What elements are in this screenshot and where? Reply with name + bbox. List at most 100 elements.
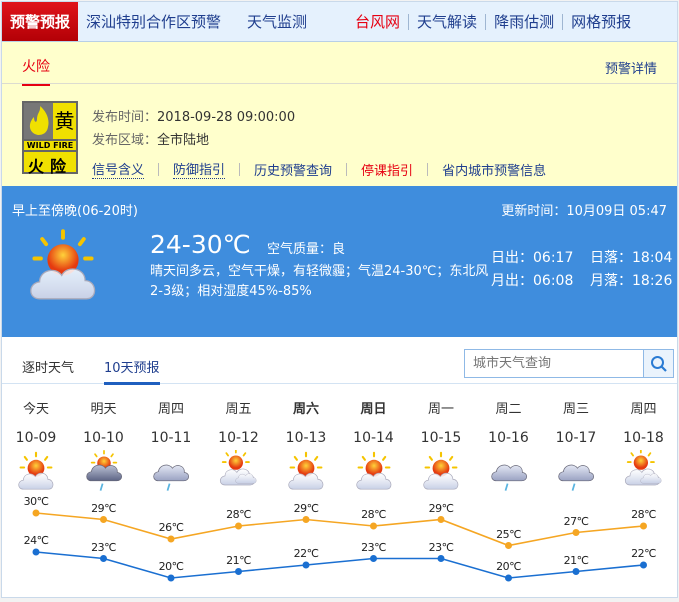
high-temp-point xyxy=(572,529,580,536)
forecast-day: 周日 10-14 xyxy=(344,398,404,492)
badge-en: WILD FIRE xyxy=(24,139,76,152)
forecast-date: 10-09 xyxy=(15,430,57,446)
ten-day-forecast: 今天 10-09 明天 10-10 周四 10-11 周五 10-12 xyxy=(2,384,677,599)
day-of-week: 周四 xyxy=(157,402,184,417)
low-temp-point xyxy=(32,548,40,556)
forecast-date: 10-12 xyxy=(218,430,259,446)
tab-hourly[interactable]: 逐时天气 xyxy=(22,361,75,376)
partly-cloudy-icon xyxy=(285,450,327,492)
high-temp-label: 30℃ xyxy=(23,495,49,508)
forecast-date: 10-13 xyxy=(285,430,327,446)
issue-area: 发布区域：全市陆地 xyxy=(92,129,209,148)
low-temp-point xyxy=(572,568,580,575)
forecast-day: 周二 10-16 xyxy=(479,398,539,492)
day-of-week: 周四 xyxy=(630,402,657,417)
link-defense-guide[interactable]: 防御指引 xyxy=(173,159,226,179)
forecast-day: 周四 10-11 xyxy=(141,398,201,492)
low-temp-label: 22℃ xyxy=(293,547,319,560)
day-of-week: 周二 xyxy=(495,402,522,417)
low-temp-point xyxy=(302,561,310,569)
forecast-tabs: 逐时天气 10天预报 xyxy=(2,337,677,385)
low-temp-line xyxy=(35,551,644,579)
day-of-week: 周六 xyxy=(292,402,319,417)
warning-detail-link[interactable]: 预警详情 xyxy=(604,62,657,77)
moonrise: 月出：06:08 xyxy=(491,273,574,289)
high-temp-label: 28℃ xyxy=(361,508,386,521)
top-nav: 预警预报 深汕特别合作区预警 天气监测 台风网 天气解读 降雨估测 网格预报 xyxy=(2,2,677,42)
low-temp-label: 20℃ xyxy=(158,560,184,573)
issue-area-label: 发布区域： xyxy=(92,133,158,148)
tab-10day[interactable]: 10天预报 xyxy=(104,357,160,385)
shower-icon xyxy=(83,450,125,492)
low-temp-label: 23℃ xyxy=(361,540,386,554)
high-temp-line xyxy=(35,512,644,547)
light-rain-icon xyxy=(488,450,530,492)
warning-panel: 火险 预警详情 黄 WILD FIRE 火险 发布时间：2018-09-28 0… xyxy=(2,42,677,186)
light-rain-icon xyxy=(555,450,597,492)
sunset: 日落：18:04 xyxy=(590,250,673,266)
nav-warning[interactable]: 预警预报 xyxy=(2,2,78,41)
search-button[interactable] xyxy=(643,350,673,377)
high-temp-label: 28℃ xyxy=(631,508,656,521)
low-temp-label: 20℃ xyxy=(496,560,521,573)
nav-typhoon[interactable]: 台风网 xyxy=(355,13,401,31)
low-temp-label: 24℃ xyxy=(23,534,49,547)
low-temp-label: 22℃ xyxy=(631,547,656,560)
high-temp-label: 27℃ xyxy=(563,514,589,528)
high-temp-label: 26℃ xyxy=(158,521,184,534)
nav-interpret[interactable]: 天气解读 xyxy=(417,13,478,31)
cloudy-icon xyxy=(623,448,665,492)
high-temp-point xyxy=(370,522,377,530)
forecast-date: 10-18 xyxy=(623,430,664,446)
nav-monitor[interactable]: 天气监测 xyxy=(247,13,308,31)
weather-description: 晴天间多云，空气干燥，有轻微霾；气温24-30℃；东北风2-3级；相对湿度45%… xyxy=(150,264,489,299)
forecast-date: 10-16 xyxy=(488,430,529,446)
link-history[interactable]: 历史预警查询 xyxy=(254,163,333,179)
low-temp-label: 23℃ xyxy=(428,540,454,554)
low-temp-label: 23℃ xyxy=(91,540,116,554)
nav-rain-estimate[interactable]: 降雨估测 xyxy=(494,13,555,31)
nav-shenshan[interactable]: 深汕特别合作区预警 xyxy=(86,13,222,31)
wildfire-warning-badge: 黄 WILD FIRE 火险 xyxy=(22,101,78,176)
search-icon xyxy=(650,355,667,372)
nav-label: 预警预报 xyxy=(9,13,70,31)
high-temp-point xyxy=(437,516,445,523)
badge-level: 黄 xyxy=(54,109,75,133)
issue-area-value: 全市陆地 xyxy=(157,133,210,148)
forecast-day: 周四 10-18 xyxy=(614,398,674,492)
link-class-suspension[interactable]: 停课指引 xyxy=(361,163,414,179)
city-search xyxy=(464,349,674,378)
forecast-day: 明天 10-10 xyxy=(74,398,134,492)
high-temp-point xyxy=(640,522,647,530)
high-temp-label: 29℃ xyxy=(293,501,319,515)
sunrise: 日出：06:17 xyxy=(491,250,574,266)
aqi-value: 良 xyxy=(332,242,346,257)
temperature-chart xyxy=(32,509,647,582)
high-temp-label: 28℃ xyxy=(226,508,251,521)
low-temp-label: 21℃ xyxy=(226,553,251,567)
city-search-input[interactable] xyxy=(465,350,643,377)
nav-grid-forecast[interactable]: 网格预报 xyxy=(571,13,632,31)
high-temp-point xyxy=(32,509,40,517)
divider xyxy=(408,13,410,30)
issue-time-value: 2018-09-28 09:00:00 xyxy=(157,110,296,125)
high-temp-label: 29℃ xyxy=(428,501,454,515)
high-temp-point xyxy=(235,522,242,530)
partly-cloudy-icon xyxy=(24,226,102,308)
aqi-label: 空气质量： xyxy=(267,242,333,257)
update-time: 更新时间：10月09日 05:47 xyxy=(501,204,667,219)
day-of-week: 周五 xyxy=(225,402,252,417)
today-panel: 早上至傍晚(06-20时) 更新时间：10月09日 05:47 24-30℃ 空… xyxy=(2,186,677,337)
tab-fire[interactable]: 火险 xyxy=(22,56,50,86)
flame-icon xyxy=(24,103,53,139)
link-province-warnings[interactable]: 省内城市预警信息 xyxy=(442,163,547,179)
link-signal-meaning[interactable]: 信号含义 xyxy=(92,159,145,179)
forecast-date: 10-14 xyxy=(353,430,394,446)
low-temp-point xyxy=(100,555,107,562)
low-temp-point xyxy=(437,555,445,562)
forecast-day: 今天 10-09 xyxy=(6,398,66,492)
forecast-day: 周三 10-17 xyxy=(546,398,606,492)
day-of-week: 周三 xyxy=(562,402,589,417)
low-temp-label: 21℃ xyxy=(563,553,589,567)
